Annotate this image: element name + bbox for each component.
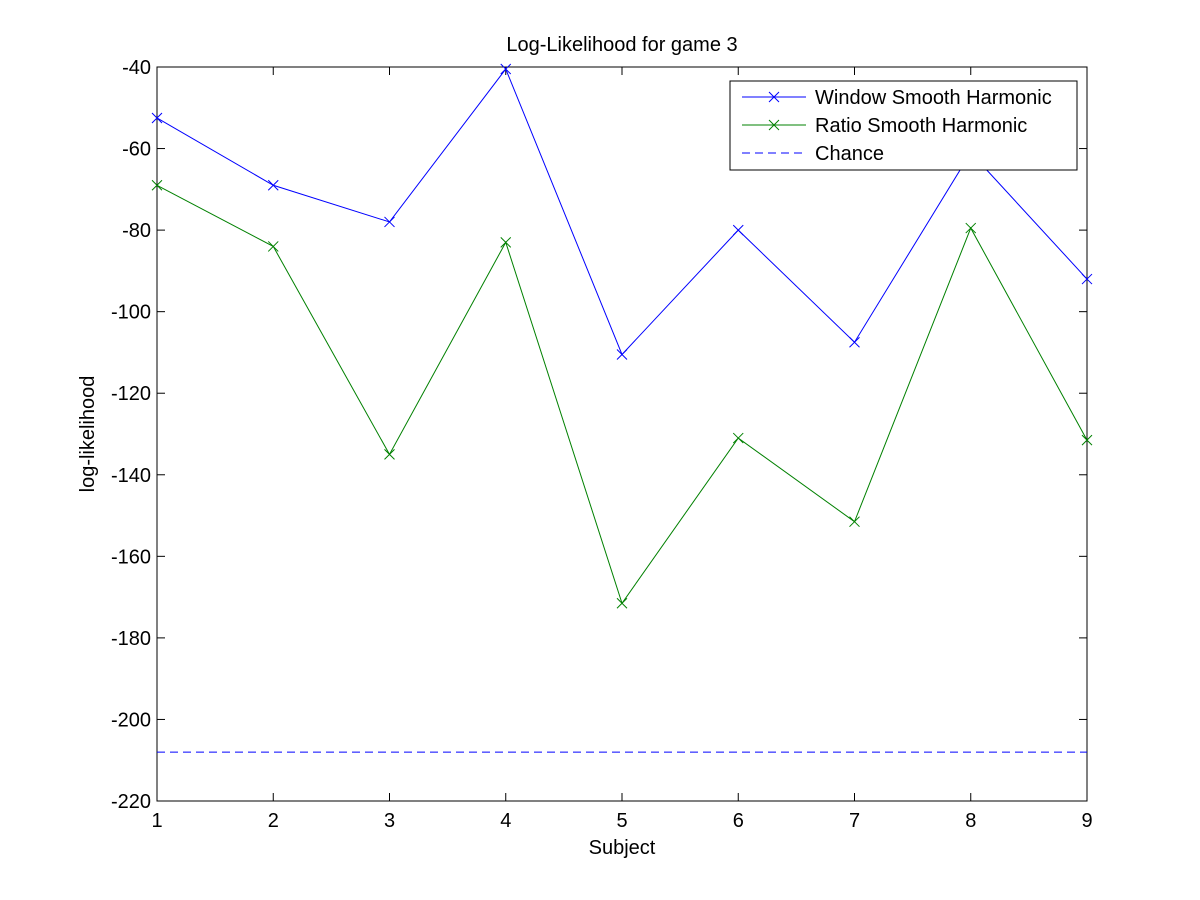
y-axis-label: log-likelihood bbox=[77, 376, 99, 493]
y-tick-label: -160 bbox=[111, 546, 151, 568]
legend-label: Window Smooth Harmonic bbox=[815, 87, 1052, 109]
legend-marker bbox=[768, 119, 780, 131]
data-point bbox=[616, 349, 628, 360]
data-point bbox=[616, 597, 628, 609]
y-tick-label: -100 bbox=[111, 302, 151, 324]
legend-entry-chance: Chance bbox=[742, 143, 884, 165]
data-point bbox=[849, 516, 860, 528]
y-tick-label: -120 bbox=[111, 383, 151, 405]
data-point bbox=[1081, 434, 1093, 446]
legend-label: Chance bbox=[815, 143, 884, 165]
chart-title: Log-Likelihood for game 3 bbox=[506, 34, 737, 56]
series-ratio-smooth-harmonic bbox=[151, 179, 1093, 609]
x-tick-label: 2 bbox=[268, 810, 279, 832]
legend-label: Ratio Smooth Harmonic bbox=[815, 115, 1027, 137]
data-point bbox=[732, 224, 744, 236]
legend-entry-window-smooth-harmonic: Window Smooth Harmonic bbox=[742, 87, 1052, 109]
y-tick-label: -140 bbox=[111, 465, 151, 487]
y-tick-label: -40 bbox=[122, 57, 151, 79]
y-tick-label: -220 bbox=[111, 791, 151, 813]
x-tick-label: 5 bbox=[616, 810, 627, 832]
x-axis-ticks: 1 2 3 4 5 6 7 8 9 bbox=[151, 67, 1093, 832]
x-tick-label: 9 bbox=[1081, 810, 1092, 832]
y-tick-label: -60 bbox=[122, 139, 151, 161]
x-tick-label: 6 bbox=[733, 810, 744, 832]
data-point bbox=[267, 241, 279, 252]
data-point bbox=[384, 216, 395, 228]
x-tick-label: 1 bbox=[151, 810, 162, 832]
data-point bbox=[151, 112, 163, 124]
data-point bbox=[500, 236, 512, 248]
y-tick-label: -200 bbox=[111, 709, 151, 731]
data-point bbox=[965, 222, 977, 234]
legend-entry-ratio-smooth-harmonic: Ratio Smooth Harmonic bbox=[742, 115, 1027, 137]
y-axis-ticks: -220 -200 -180 -160 -140 -120 -100 -80 -60 -40 bbox=[111, 57, 1087, 813]
plot-area bbox=[156, 66, 1088, 802]
x-tick-label: 4 bbox=[500, 810, 511, 832]
y-tick-label: -180 bbox=[111, 628, 151, 650]
legend-entries: Window Smooth Harmonic Ratio Smooth Harmo… bbox=[742, 87, 1052, 165]
x-axis-label: Subject bbox=[589, 837, 656, 859]
y-tick-label: -80 bbox=[122, 220, 151, 242]
x-tick-label: 7 bbox=[849, 810, 860, 832]
data-point bbox=[849, 336, 860, 348]
data-point bbox=[500, 63, 512, 75]
legend-marker bbox=[768, 91, 780, 103]
data-point bbox=[732, 432, 744, 444]
data-point bbox=[384, 449, 395, 460]
legend: Window Smooth Harmonic Ratio Smooth Harmo… bbox=[729, 80, 1078, 171]
x-tick-label: 8 bbox=[965, 810, 976, 832]
data-point bbox=[1081, 273, 1093, 285]
data-point bbox=[267, 179, 279, 191]
data-point bbox=[151, 179, 163, 191]
x-tick-label: 3 bbox=[384, 810, 395, 832]
